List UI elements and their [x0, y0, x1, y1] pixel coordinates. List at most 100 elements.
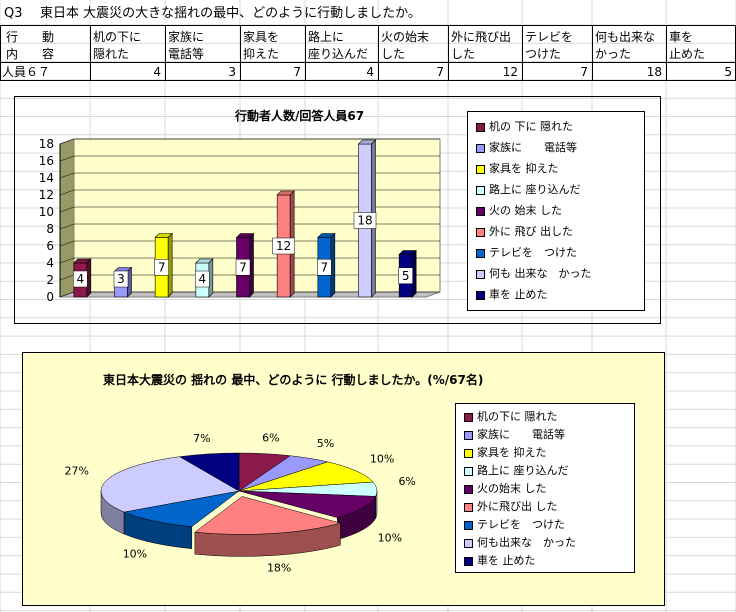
column-header-8-line2: かった — [595, 47, 632, 61]
bar-side — [330, 232, 336, 298]
bar-data-label-box — [398, 267, 413, 284]
legend-swatch — [476, 206, 485, 216]
gridline-side — [59, 138, 75, 145]
pie-slice — [178, 452, 240, 492]
pie-legend-item: テレビを つけた — [464, 516, 565, 532]
y-tick-label: 16 — [39, 154, 54, 168]
legend-swatch — [464, 538, 473, 548]
legend-swatch — [464, 556, 473, 566]
bar-data-label-box — [113, 270, 129, 288]
y-tick-label: 10 — [39, 205, 54, 219]
legend-swatch — [476, 290, 485, 300]
pie-data-label: 5% — [317, 437, 334, 450]
column-header-7-line1: テレビを — [525, 30, 574, 44]
header-left-line2: 内 容 — [6, 47, 55, 61]
bar-data-label: 12 — [276, 239, 291, 253]
bar-data-label: 7 — [158, 260, 166, 274]
gridline-side — [59, 257, 75, 264]
row-value-1: 4 — [153, 65, 161, 79]
column-header-4-line2: 座り込んだ — [308, 47, 369, 61]
legend-swatch — [476, 248, 485, 258]
legend-label: 火の始末 した — [477, 482, 547, 495]
bar-data-label: 18 — [357, 214, 372, 228]
bar-data-label-box — [272, 237, 295, 255]
bar-data-label-box — [154, 259, 169, 276]
bar-legend-item: 外に 飛び 出した — [476, 223, 573, 239]
plot-side-wall — [59, 138, 75, 298]
legend-label: 家具を 抑えた — [477, 446, 547, 459]
legend-label: 路上に 座り込んだ — [477, 464, 569, 477]
column-header-9-line1: 車を — [669, 30, 694, 44]
bar-side — [127, 266, 132, 298]
y-tick-label: 18 — [39, 137, 54, 151]
bar-legend-item: 路上に 座り込んだ — [476, 181, 581, 197]
pie-slice — [123, 490, 240, 527]
legend-label: テレビを つけた — [489, 246, 577, 259]
pie-legend-item: 車を 止めた — [464, 552, 536, 568]
bar-data-label: 7 — [239, 260, 247, 274]
pie-data-label: 7% — [193, 432, 210, 445]
column-header-4-line1: 路上に — [308, 30, 345, 44]
legend-label: 路上に 座り込んだ — [489, 183, 581, 196]
bar-data-label: 4 — [199, 272, 207, 286]
bar-legend-item: 家具を 抑えた — [476, 160, 559, 176]
pie-data-label: 10% — [370, 453, 394, 466]
legend-swatch — [464, 412, 473, 422]
bar-data-label: 7 — [321, 260, 329, 274]
column-header-3-line1: 家具を — [243, 30, 280, 44]
pie-data-label: 6% — [262, 431, 279, 444]
row-value-2: 3 — [228, 65, 236, 79]
bar-data-label-box — [353, 212, 377, 229]
pie-data-label: 27% — [65, 465, 89, 478]
bar-side — [167, 232, 173, 298]
pie-data-label: 10% — [123, 547, 147, 560]
legend-label: 家族に 電話等 — [477, 428, 565, 441]
column-header-5-line1: 火の始末 — [381, 30, 430, 44]
header-left-line1: 行 動 — [6, 30, 55, 44]
bar-chart-panel: 行動者人数/回答人員67 0 2 4 6 8 10 12 14 16 18 4 3 7 4 7 12 7 18 5 … — [14, 96, 661, 324]
y-tick-label: 12 — [39, 188, 54, 202]
bar-legend-item: 家族に 電話等 — [476, 139, 577, 155]
pie-slice — [238, 490, 376, 518]
column-header-9-line2: 止めた — [669, 47, 706, 61]
legend-swatch — [464, 430, 473, 440]
column-header-8-line1: 何も出来な — [595, 30, 656, 44]
legend-label: 何も出来な かった — [477, 536, 576, 549]
gridline-side — [59, 189, 75, 196]
row-value-8: 18 — [646, 65, 662, 79]
pie-chart-plot: 6% 5% 10% 6% 10% 18% 10% 27% 7% — [65, 431, 416, 575]
pie-slice — [238, 461, 374, 492]
column-header-6-line1: 外に飛び出 — [451, 30, 512, 44]
pie-chart-title: 東日本大震災の 揺れの 最中、どのように 行動しましたか。(%/67名) — [103, 373, 484, 387]
bar-data-label-box — [235, 259, 251, 276]
legend-swatch — [476, 164, 485, 174]
legend-label: 車を 止めた — [489, 288, 548, 301]
y-tick-label: 4 — [46, 256, 54, 270]
column-header-6-line2: した — [451, 47, 476, 61]
bar-chart-plot: 0 2 4 6 8 10 12 14 16 18 4 3 7 4 7 12 7 18 5 — [39, 137, 441, 304]
row-label: 人員６７ — [2, 65, 51, 79]
pie-legend-item: 火の始末 した — [464, 480, 547, 496]
row-value-6: 12 — [502, 65, 518, 79]
gridline-side — [59, 274, 75, 281]
column-header-1-line1: 机の下に — [93, 30, 142, 44]
legend-label: テレビを つけた — [477, 518, 565, 531]
y-tick-label: 0 — [46, 290, 54, 304]
y-tick-label: 2 — [46, 273, 54, 287]
legend-label: 机の下に 隠れた — [477, 410, 558, 423]
bar-legend-item: 机の 下に 隠れた — [476, 118, 573, 134]
legend-swatch — [464, 484, 473, 494]
legend-label: 車を 止めた — [477, 554, 536, 567]
legend-label: 外に 飛び 出した — [489, 225, 573, 238]
legend-swatch — [476, 122, 485, 132]
bar-chart-title: 行動者人数/回答人員67 — [235, 109, 365, 123]
question-label: Q3 — [4, 6, 23, 21]
pie-data-label: 6% — [398, 475, 415, 488]
pie-legend-item: 家具を 抑えた — [464, 444, 547, 460]
column-header-2-line1: 家族に — [168, 30, 205, 44]
legend-swatch — [476, 269, 485, 279]
bar-side — [249, 232, 254, 298]
pie-legend-item: 路上に 座り込んだ — [464, 462, 569, 478]
pie-data-label: 18% — [267, 562, 291, 575]
row-value-9: 5 — [724, 65, 732, 79]
